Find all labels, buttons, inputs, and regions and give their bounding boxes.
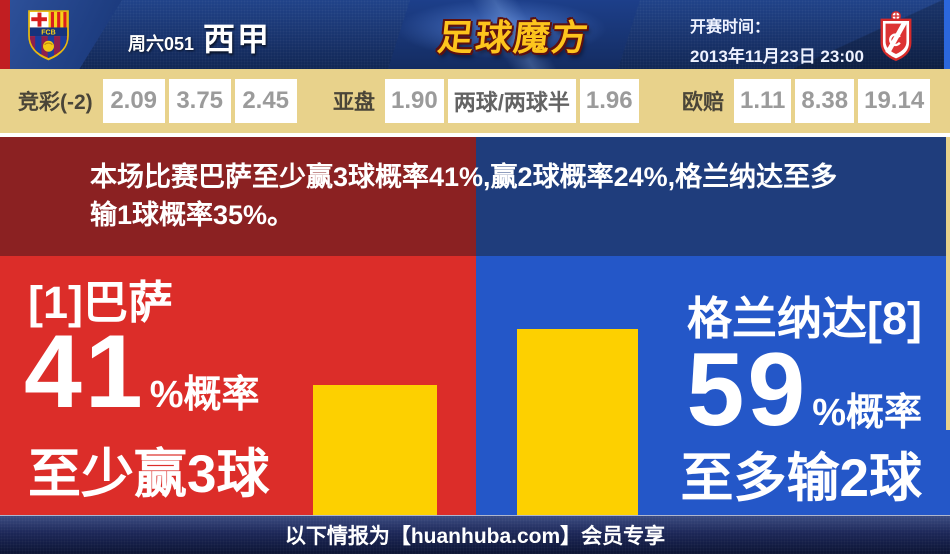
barca-crest-text: FCB (41, 30, 55, 37)
league-name: 西甲 (203, 21, 272, 57)
right-edge-tan-strip (946, 137, 950, 430)
fc-barcelona-crest-icon: FCB (28, 10, 69, 61)
asian-label: 亚盘 (333, 91, 375, 114)
summary-away-background (476, 137, 950, 256)
away-probability-value: 59 (686, 332, 809, 448)
header-diagonal-decor (794, 0, 944, 69)
away-team-name: 格兰纳达[8] (687, 293, 922, 344)
home-probability: 41 %概率 (24, 320, 259, 424)
match-number: 周六051 (128, 34, 195, 54)
away-probability-bar (517, 329, 638, 515)
footer-text: 以下情报为【huanhuba.com】会员专享 (284, 525, 666, 548)
away-probability: 59 %概率 (687, 338, 922, 442)
home-probability-suffix: %概率 (149, 374, 260, 416)
asian-handicap-line: 两球/两球半 (447, 79, 576, 123)
jingcai-odds-group: 竞彩(-2) 2.09 3.75 2.45 (18, 69, 297, 133)
european-label: 欧赔 (682, 91, 724, 114)
asian-handicap-group: 亚盘 1.90 两球/两球半 1.96 (333, 69, 639, 133)
probability-panels: [1]巴萨 41 %概率 至少赢3球 格兰纳达[8] 59 %概率 至多输2球 (0, 256, 950, 515)
asian-home-odds: 1.90 (385, 79, 444, 123)
header-left-red-strip (0, 0, 10, 69)
header-right-blue-strip (944, 0, 950, 69)
home-outcome-text: 至少赢3球 (28, 445, 270, 504)
prediction-summary-text: 本场比赛巴萨至少赢3球概率41%,赢2球概率24%,格兰纳达至多输1球概率35%… (90, 162, 838, 230)
european-odds-group: 欧赔 1.11 8.38 19.14 (682, 69, 931, 133)
summary-home-background (0, 137, 476, 256)
kickoff-block: 开赛时间： 2013年11月23日 23:00 (690, 13, 864, 67)
odds-bar: 竞彩(-2) 2.09 3.75 2.45 亚盘 1.90 两球/两球半 1.9… (0, 69, 950, 137)
jingcai-draw-odds: 3.75 (168, 79, 231, 123)
match-title: 周六051 西甲 (128, 14, 271, 60)
away-outcome-text: 至多输2球 (680, 449, 922, 508)
jingcai-label: 竞彩(-2) (18, 91, 93, 114)
home-probability-bar (313, 385, 437, 515)
home-team-name: [1]巴萨 (28, 277, 173, 328)
site-logo: 足球魔方 (435, 16, 592, 58)
european-away-odds: 19.14 (858, 79, 931, 123)
match-header: FCB 周六051 西甲 足球魔方 开赛时间： 2013年11月23日 23:0… (0, 0, 950, 69)
kickoff-label: 开赛时间： (690, 19, 771, 36)
kickoff-time: 2013年11月23日 23:00 (690, 47, 864, 66)
jingcai-away-odds: 2.45 (234, 79, 297, 123)
granada-crest-icon (880, 11, 912, 62)
asian-away-odds: 1.96 (579, 79, 639, 123)
prediction-summary-band: 本场比赛巴萨至少赢3球概率41%,赢2球概率24%,格兰纳达至多输1球概率35%… (0, 137, 950, 256)
home-probability-value: 41 (24, 314, 146, 430)
european-home-odds: 1.11 (734, 79, 792, 123)
european-draw-odds: 8.38 (795, 79, 855, 123)
jingcai-home-odds: 2.09 (102, 79, 165, 123)
footer-bar: 以下情报为【huanhuba.com】会员专享 (0, 515, 950, 554)
away-probability-suffix: %概率 (812, 392, 922, 434)
site-logo-panel: 足球魔方 (388, 0, 640, 69)
